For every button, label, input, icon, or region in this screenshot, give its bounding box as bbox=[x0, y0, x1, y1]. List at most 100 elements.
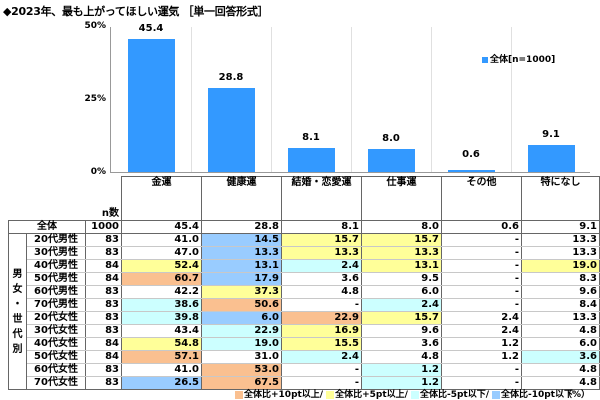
row-label: 60代男性 bbox=[26, 285, 86, 299]
table-row: 男女・世代別 20代男性 83 41.0 14.5 15.7 15.7-13.3 bbox=[8, 233, 600, 390]
cell-value: 1.2 bbox=[361, 363, 442, 377]
n-value: 83 bbox=[85, 324, 122, 338]
table-row: 60代男性 83 42.2 37.3 4.8 6.0-9.6 bbox=[9, 285, 600, 299]
cell-value: 1.2 bbox=[441, 337, 522, 351]
chart-title: ◆2023年、最も上がってほしい運気 ［単一回答形式］ bbox=[3, 5, 269, 18]
bar-value-label: 8.1 bbox=[302, 132, 320, 144]
n-value: 83 bbox=[85, 376, 122, 390]
cell-value: 4.8 bbox=[361, 350, 442, 364]
cell-value: 31.0 bbox=[201, 350, 282, 364]
legend-swatch bbox=[235, 390, 243, 399]
bar-value-label: 9.1 bbox=[542, 129, 560, 141]
cell-value: 42.2 bbox=[121, 285, 202, 299]
table-row: 20代女性 83 39.8 6.0 22.9 15.7 2.4 13.3 bbox=[9, 311, 600, 325]
cell-value: 13.3 bbox=[521, 246, 600, 260]
gridline bbox=[351, 27, 352, 172]
column-header: その他 bbox=[441, 176, 522, 221]
cell-value: 16.9 bbox=[281, 324, 362, 338]
data-table: n数 金運 健康運 結婚・恋愛運 仕事運 その他 特になし 全体 1000 45.4 28.8 8.1… bbox=[8, 176, 600, 390]
bar-value-label: 8.0 bbox=[382, 132, 400, 144]
cell-value: 2.4 bbox=[281, 350, 362, 364]
cell-value: 1.2 bbox=[441, 350, 522, 364]
cell-value: 13.3 bbox=[361, 246, 442, 260]
legend-label: 全体[n=1000] bbox=[490, 55, 556, 65]
column-header: 健康運 bbox=[201, 176, 282, 221]
cell-value: - bbox=[441, 285, 522, 299]
cell-value: 9.1 bbox=[521, 220, 600, 234]
cell-value: 4.8 bbox=[521, 376, 600, 390]
column-header: 仕事運 bbox=[361, 176, 442, 221]
cell-value: 19.0 bbox=[201, 337, 282, 351]
row-label: 30代女性 bbox=[26, 324, 86, 338]
group-label: 男女・世代別 bbox=[8, 233, 27, 390]
n-value: 83 bbox=[85, 311, 122, 325]
table-row: 50代女性 84 57.1 31.0 2.4 4.8 1.2 3.6 bbox=[9, 350, 600, 364]
row-label: 40代女性 bbox=[26, 337, 86, 351]
cell-value: - bbox=[281, 298, 362, 312]
cell-value: 9.5 bbox=[361, 272, 442, 286]
cell-value: 3.6 bbox=[521, 350, 600, 364]
row-label: 50代女性 bbox=[26, 350, 86, 364]
table-row-total: 全体 1000 45.4 28.8 8.1 8.0 0.6 9.1 bbox=[8, 220, 600, 234]
column-header: 特になし bbox=[521, 176, 600, 221]
cell-value: 6.0 bbox=[361, 285, 442, 299]
n-header: n数 bbox=[101, 208, 119, 219]
row-label: 70代男性 bbox=[26, 298, 86, 312]
cell-value: 38.6 bbox=[121, 298, 202, 312]
bar-value-label: 28.8 bbox=[218, 71, 244, 83]
cell-value: 13.3 bbox=[521, 311, 600, 325]
gridline bbox=[511, 27, 512, 172]
cell-value: 43.4 bbox=[121, 324, 202, 338]
cell-value: 57.1 bbox=[121, 350, 202, 364]
cell-value: 60.7 bbox=[121, 272, 202, 286]
cell-value: 2.4 bbox=[441, 311, 522, 325]
row-label: 50代男性 bbox=[26, 272, 86, 286]
bar bbox=[447, 170, 495, 172]
bar bbox=[367, 148, 415, 172]
n-value: 83 bbox=[85, 285, 122, 299]
cell-value: - bbox=[441, 259, 522, 273]
table-header-row: n数 金運 健康運 結婚・恋愛運 仕事運 その他 特になし bbox=[9, 176, 600, 221]
n-value: 84 bbox=[85, 337, 122, 351]
cell-value: 13.3 bbox=[521, 233, 600, 247]
cell-value: 4.8 bbox=[281, 285, 362, 299]
bar-value-label: 45.4 bbox=[138, 23, 164, 35]
n-value: 84 bbox=[85, 350, 122, 364]
cell-value: 2.4 bbox=[441, 324, 522, 338]
n-value: 83 bbox=[85, 246, 122, 260]
y-tick-0: 0% bbox=[90, 167, 106, 177]
cell-value: 9.6 bbox=[361, 324, 442, 338]
table-row: 40代女性 84 54.8 19.0 15.5 3.6 1.2 6.0 bbox=[9, 337, 600, 351]
cell-value: 22.9 bbox=[281, 311, 362, 325]
n-value: 83 bbox=[85, 363, 122, 377]
cell-value: 41.0 bbox=[121, 233, 202, 247]
cell-value: 37.3 bbox=[201, 285, 282, 299]
row-label: 全体 bbox=[8, 220, 86, 234]
cell-value: 8.4 bbox=[521, 298, 600, 312]
cell-value: - bbox=[441, 233, 522, 247]
cell-value: 13.1 bbox=[201, 259, 282, 273]
y-tick-25: 25% bbox=[84, 94, 106, 104]
cell-value: 2.4 bbox=[361, 298, 442, 312]
y-tick-50: 50% bbox=[84, 21, 106, 31]
table-row: 70代女性 83 26.5 67.5-1.2-4.8 bbox=[9, 376, 600, 390]
cell-value: 8.0 bbox=[361, 220, 442, 234]
cell-value: 45.4 bbox=[121, 220, 202, 234]
cell-value: 14.5 bbox=[201, 233, 282, 247]
n-value: 84 bbox=[85, 272, 122, 286]
cell-value: 2.4 bbox=[281, 259, 362, 273]
row-label: 20代女性 bbox=[26, 311, 86, 325]
bar-value-label: 0.6 bbox=[462, 149, 480, 160]
bar bbox=[287, 148, 335, 172]
cell-value: 8.1 bbox=[281, 220, 362, 234]
cell-value: 4.8 bbox=[521, 363, 600, 377]
bar-chart: 45.4 28.8 8.1 8.0 0.6 9.1 bbox=[110, 23, 590, 173]
legend-swatch bbox=[491, 390, 500, 399]
cell-value: 54.8 bbox=[121, 337, 202, 351]
column-header: 結婚・恋愛運 bbox=[281, 176, 362, 221]
cell-value: 28.8 bbox=[201, 220, 282, 234]
table-row: 70代男性 83 38.6 50.6-2.4-8.4 bbox=[9, 298, 600, 312]
cell-value: - bbox=[441, 298, 522, 312]
table-row: 30代女性 83 43.4 22.9 16.9 9.6 2.4 4.8 bbox=[9, 324, 600, 338]
legend-item-label: 全体比+5pt以上/ bbox=[335, 390, 408, 400]
